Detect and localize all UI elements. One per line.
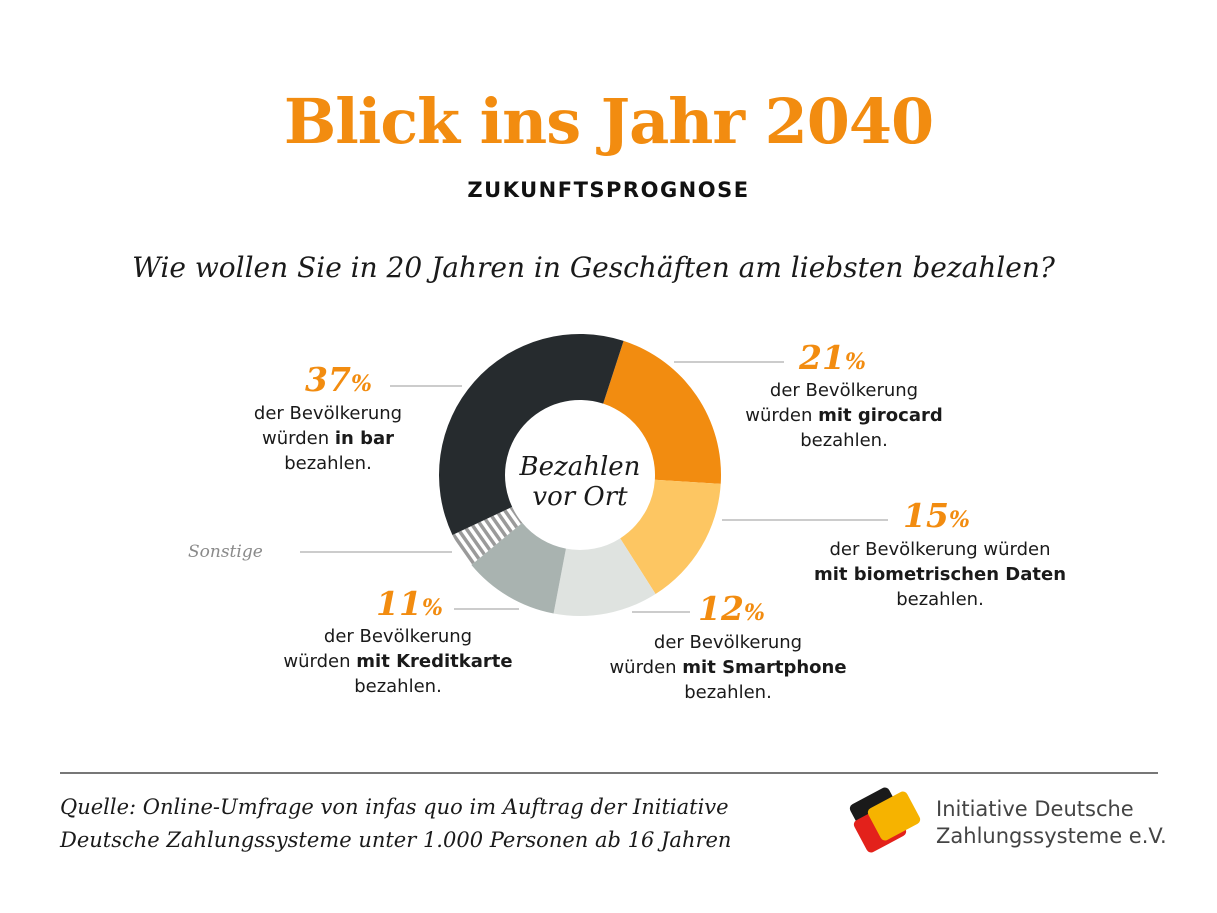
desc-kreditkarte-method: mit Kreditkarte bbox=[356, 651, 513, 672]
pct-label-biometrisch: 15% bbox=[903, 498, 970, 538]
pct-symbol: % bbox=[350, 371, 372, 397]
logo-line2: Zahlungssysteme e.V. bbox=[936, 824, 1167, 848]
desc-kreditkarte-prefix: würden bbox=[283, 651, 357, 672]
desc-bar-line3: bezahlen. bbox=[284, 453, 372, 474]
desc-smartphone-line3: bezahlen. bbox=[684, 682, 772, 703]
desc-girocard-line2: würden mit girocard bbox=[714, 403, 974, 428]
desc-biometrisch: der Bevölkerung würden mit biometrischen… bbox=[780, 537, 1100, 612]
pct-label-bar: 37% bbox=[305, 362, 372, 402]
desc-kreditkarte-line2: würden mit Kreditkarte bbox=[248, 649, 548, 674]
pct-symbol: % bbox=[844, 349, 866, 375]
center-label-line2: vor Ort bbox=[532, 482, 628, 512]
logo-line1: Initiative Deutsche bbox=[936, 797, 1134, 821]
slice-sonstige bbox=[452, 506, 523, 565]
survey-question: Wie wollen Sie in 20 Jahren in Geschäfte… bbox=[132, 251, 1055, 284]
slice-girocard bbox=[603, 340, 721, 484]
pct-label-girocard: 21% bbox=[799, 340, 866, 380]
logo-card-yellow bbox=[867, 791, 921, 841]
desc-kreditkarte-line3: bezahlen. bbox=[354, 676, 442, 697]
pct-label-kreditkarte: 11% bbox=[376, 586, 443, 626]
footer-divider bbox=[60, 772, 1158, 774]
desc-bar-line1: der Bevölkerung bbox=[253, 403, 403, 424]
pct-label-smartphone: 12% bbox=[698, 591, 765, 631]
leader-lines bbox=[300, 361, 888, 613]
desc-girocard-line3: bezahlen. bbox=[800, 430, 888, 451]
slice-smartphone bbox=[553, 538, 656, 616]
desc-kreditkarte: der Bevölkerung würden mit Kreditkarte b… bbox=[248, 624, 548, 699]
source-note: Quelle: Online-Umfrage von infas quo im … bbox=[60, 791, 731, 857]
desc-smartphone-method: mit Smartphone bbox=[682, 657, 847, 678]
slice-biometrisch bbox=[620, 479, 721, 595]
desc-biometrisch-line1: der Bevölkerung würden bbox=[829, 539, 1051, 560]
desc-smartphone-line1: der Bevölkerung bbox=[653, 632, 803, 653]
pct-value-biometrisch: 15 bbox=[903, 496, 949, 535]
desc-biometrisch-line3: bezahlen. bbox=[896, 589, 984, 610]
donut-slices bbox=[438, 333, 721, 616]
idz-logo-icon bbox=[849, 787, 921, 853]
desc-girocard-line1: der Bevölkerung bbox=[769, 380, 919, 401]
desc-girocard-method: mit girocard bbox=[818, 405, 943, 426]
desc-smartphone-prefix: würden bbox=[609, 657, 683, 678]
donut-center-label: Bezahlen vor Ort bbox=[480, 452, 680, 512]
desc-smartphone-line2: würden mit Smartphone bbox=[578, 655, 878, 680]
desc-smartphone: der Bevölkerung würden mit Smartphone be… bbox=[578, 630, 878, 705]
label-sonstige: Sonstige bbox=[188, 542, 263, 562]
pct-value-smartphone: 12 bbox=[698, 589, 744, 628]
desc-girocard-prefix: würden bbox=[745, 405, 819, 426]
desc-bar: der Bevölkerung würden in bar bezahlen. bbox=[218, 401, 438, 476]
center-label-line1: Bezahlen bbox=[519, 452, 641, 482]
desc-bar-method: in bar bbox=[334, 428, 394, 449]
desc-kreditkarte-line1: der Bevölkerung bbox=[323, 626, 473, 647]
pct-value-girocard: 21 bbox=[799, 338, 845, 377]
pct-symbol: % bbox=[743, 600, 765, 626]
desc-bar-prefix: würden bbox=[261, 428, 335, 449]
slice-kreditkarte bbox=[471, 522, 566, 614]
chart-title: Blick ins Jahr 2040 bbox=[283, 85, 934, 158]
desc-bar-line2: würden in bar bbox=[218, 426, 438, 451]
desc-girocard: der Bevölkerung würden mit girocard beza… bbox=[714, 378, 974, 453]
pct-symbol: % bbox=[421, 595, 443, 621]
pct-value-bar: 37 bbox=[305, 360, 351, 399]
source-line1: Quelle: Online-Umfrage von infas quo im … bbox=[60, 795, 729, 819]
source-line2: Deutsche Zahlungssysteme unter 1.000 Per… bbox=[60, 828, 732, 852]
desc-biometrisch-method: mit biometrischen Daten bbox=[813, 564, 1067, 585]
chart-subtitle: ZUKUNFTSPROGNOSE bbox=[467, 178, 750, 202]
idz-logo-text: Initiative Deutsche Zahlungssysteme e.V. bbox=[936, 796, 1167, 850]
pct-symbol: % bbox=[948, 507, 970, 533]
desc-biometrisch-line2: mit biometrischen Daten bbox=[780, 562, 1100, 587]
pct-value-kreditkarte: 11 bbox=[376, 584, 422, 623]
slice-bar bbox=[438, 333, 624, 536]
